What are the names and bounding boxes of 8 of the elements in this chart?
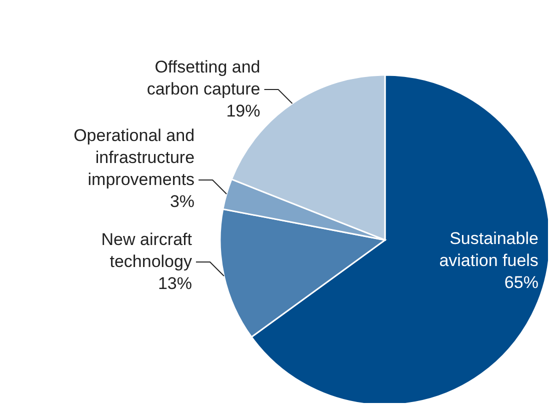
data-label: 13% — [158, 274, 192, 293]
slice-label: Operational and infrastructure improvements — [74, 126, 195, 189]
data-label: 65% — [504, 272, 538, 292]
data-label: 3% — [170, 192, 195, 211]
slice-label: Offsetting and carbon capture — [146, 58, 260, 99]
slice-label: New aircraft technology — [101, 230, 192, 271]
data-label: 19% — [226, 102, 260, 121]
slice-label: Sustainable aviation fuels — [439, 228, 538, 270]
